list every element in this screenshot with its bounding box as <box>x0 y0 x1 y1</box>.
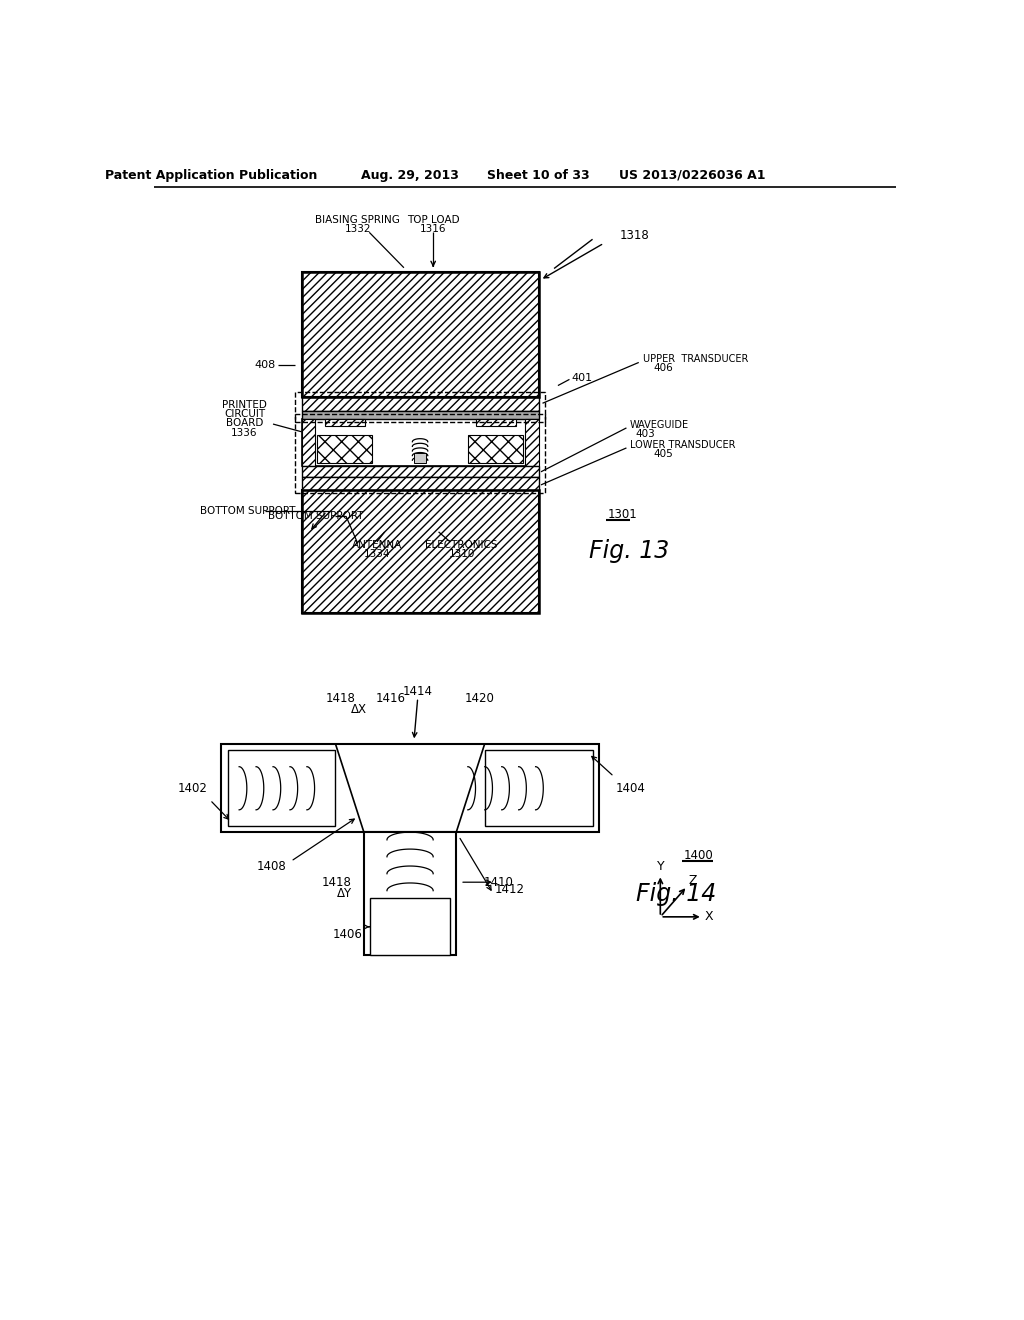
Text: PRINTED: PRINTED <box>222 400 267 409</box>
Text: 1402: 1402 <box>177 781 207 795</box>
Text: 1332: 1332 <box>344 224 371 234</box>
Text: 1420: 1420 <box>465 693 495 705</box>
Bar <box>295 414 545 492</box>
Text: Y: Y <box>656 861 665 874</box>
Bar <box>364 832 457 956</box>
Text: 1418: 1418 <box>322 875 352 888</box>
Text: X: X <box>705 911 713 924</box>
Text: 1416: 1416 <box>376 693 406 705</box>
Bar <box>484 750 593 826</box>
Bar <box>301 397 539 411</box>
Text: 405: 405 <box>653 449 673 459</box>
Bar <box>370 898 451 956</box>
Text: 1410: 1410 <box>483 875 514 888</box>
Text: US 2013/0226036 A1: US 2013/0226036 A1 <box>620 169 766 182</box>
Text: 1400: 1400 <box>683 849 713 862</box>
Bar <box>301 272 539 397</box>
Text: 401: 401 <box>571 372 592 383</box>
Bar <box>227 750 336 826</box>
Text: 1404: 1404 <box>616 781 646 795</box>
Text: BOARD: BOARD <box>226 418 263 428</box>
Text: Patent Application Publication: Patent Application Publication <box>105 169 317 182</box>
Text: 1414: 1414 <box>402 685 433 698</box>
Text: Fig. 13: Fig. 13 <box>590 539 670 564</box>
Text: BOTTOM SUPPORT: BOTTOM SUPPORT <box>200 506 295 516</box>
Text: 403: 403 <box>635 429 654 440</box>
Text: Aug. 29, 2013: Aug. 29, 2013 <box>361 169 459 182</box>
Text: 1418: 1418 <box>326 693 355 705</box>
Bar <box>301 418 539 466</box>
Bar <box>468 434 523 462</box>
Bar <box>316 434 373 462</box>
Text: BIASING SPRING: BIASING SPRING <box>315 215 400 224</box>
Text: 408: 408 <box>254 360 275 370</box>
Text: ΔX: ΔX <box>350 704 367 717</box>
Text: 1334: 1334 <box>364 549 390 560</box>
Text: CIRCUIT: CIRCUIT <box>224 409 265 418</box>
Bar <box>475 418 515 426</box>
Text: 1301: 1301 <box>608 508 638 520</box>
Text: 1406: 1406 <box>333 928 362 941</box>
Text: UPPER  TRANSDUCER: UPPER TRANSDUCER <box>643 354 748 363</box>
Text: ΔY: ΔY <box>337 887 352 900</box>
Text: 1412: 1412 <box>495 883 524 896</box>
Bar <box>414 453 426 462</box>
Text: 1408: 1408 <box>257 861 287 874</box>
Text: BOTTOM SUPPORT: BOTTOM SUPPORT <box>267 511 364 521</box>
Text: ELECTRONICS: ELECTRONICS <box>425 540 498 550</box>
Bar <box>301 272 539 397</box>
Bar <box>325 418 365 426</box>
Text: Sheet 10 of 33: Sheet 10 of 33 <box>487 169 590 182</box>
Text: WAVEGUIDE: WAVEGUIDE <box>630 420 689 430</box>
Bar <box>301 477 539 490</box>
Bar <box>301 411 539 418</box>
Text: ANTENNA: ANTENNA <box>352 540 402 550</box>
Bar <box>301 490 539 612</box>
Bar <box>295 392 545 422</box>
Text: Fig. 14: Fig. 14 <box>636 882 716 906</box>
Text: Z: Z <box>688 874 697 887</box>
Bar <box>301 418 315 466</box>
Text: 1336: 1336 <box>231 428 258 437</box>
Text: 406: 406 <box>653 363 673 372</box>
Text: 1310: 1310 <box>449 549 475 560</box>
Bar <box>524 418 539 466</box>
Text: LOWER TRANSDUCER: LOWER TRANSDUCER <box>630 440 735 450</box>
Bar <box>301 466 539 478</box>
Bar <box>301 490 539 612</box>
Text: 1316: 1316 <box>420 224 446 234</box>
Text: 1318: 1318 <box>620 228 649 242</box>
Bar <box>221 743 599 832</box>
Text: TOP LOAD: TOP LOAD <box>407 215 460 224</box>
